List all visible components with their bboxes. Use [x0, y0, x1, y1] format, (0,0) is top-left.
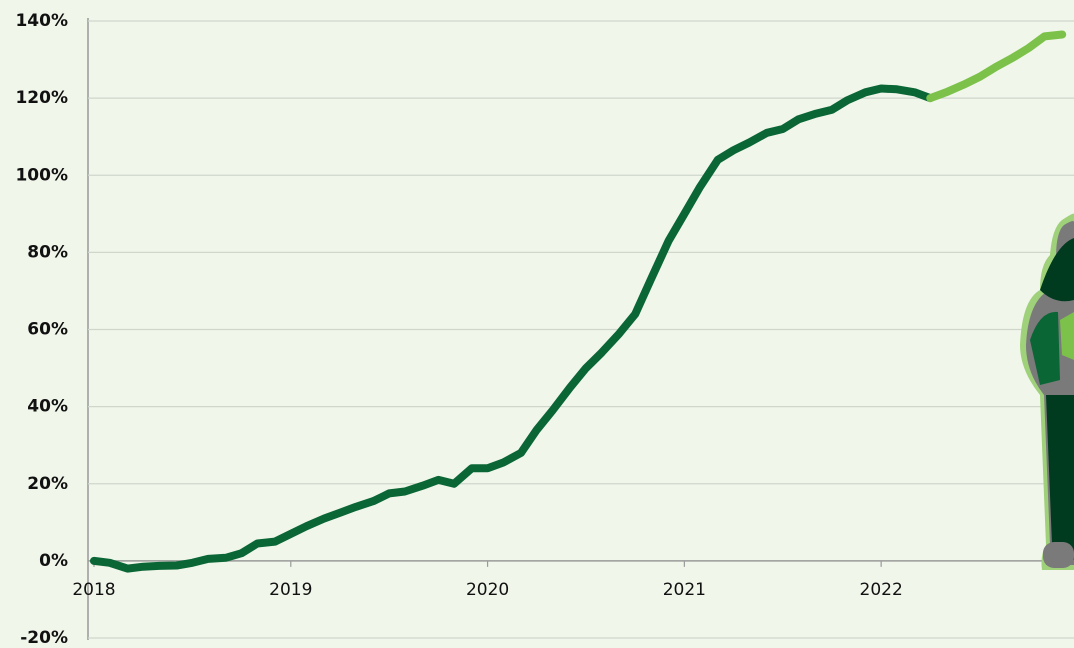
y-tick-label: 40% — [27, 397, 68, 417]
y-tick-label: 20% — [27, 474, 68, 494]
x-tick-label: 2020 — [466, 580, 509, 600]
y-tick-label: 120% — [15, 88, 68, 108]
x-tick-label: 2019 — [269, 580, 312, 600]
line — [90, 84, 935, 573]
y-tick-label: 100% — [15, 165, 68, 185]
figure-arm — [1040, 238, 1074, 302]
x-tick-label: 2018 — [72, 580, 115, 600]
line — [926, 30, 1067, 103]
y-tick-label: 60% — [27, 320, 68, 340]
figure-legs — [1046, 395, 1074, 560]
illustration — [1020, 213, 1074, 570]
figure-shirt — [1060, 312, 1074, 360]
y-tick-label: 0% — [39, 551, 68, 571]
figure-shoe — [1043, 542, 1074, 568]
y-tick-label: 140% — [15, 11, 68, 31]
x-tick-label: 2021 — [663, 580, 706, 600]
y-tick-label: 80% — [27, 242, 68, 262]
x-tick-label: 2022 — [860, 580, 903, 600]
y-tick-label: -20% — [20, 628, 68, 648]
figure-jacket — [1030, 311, 1060, 385]
